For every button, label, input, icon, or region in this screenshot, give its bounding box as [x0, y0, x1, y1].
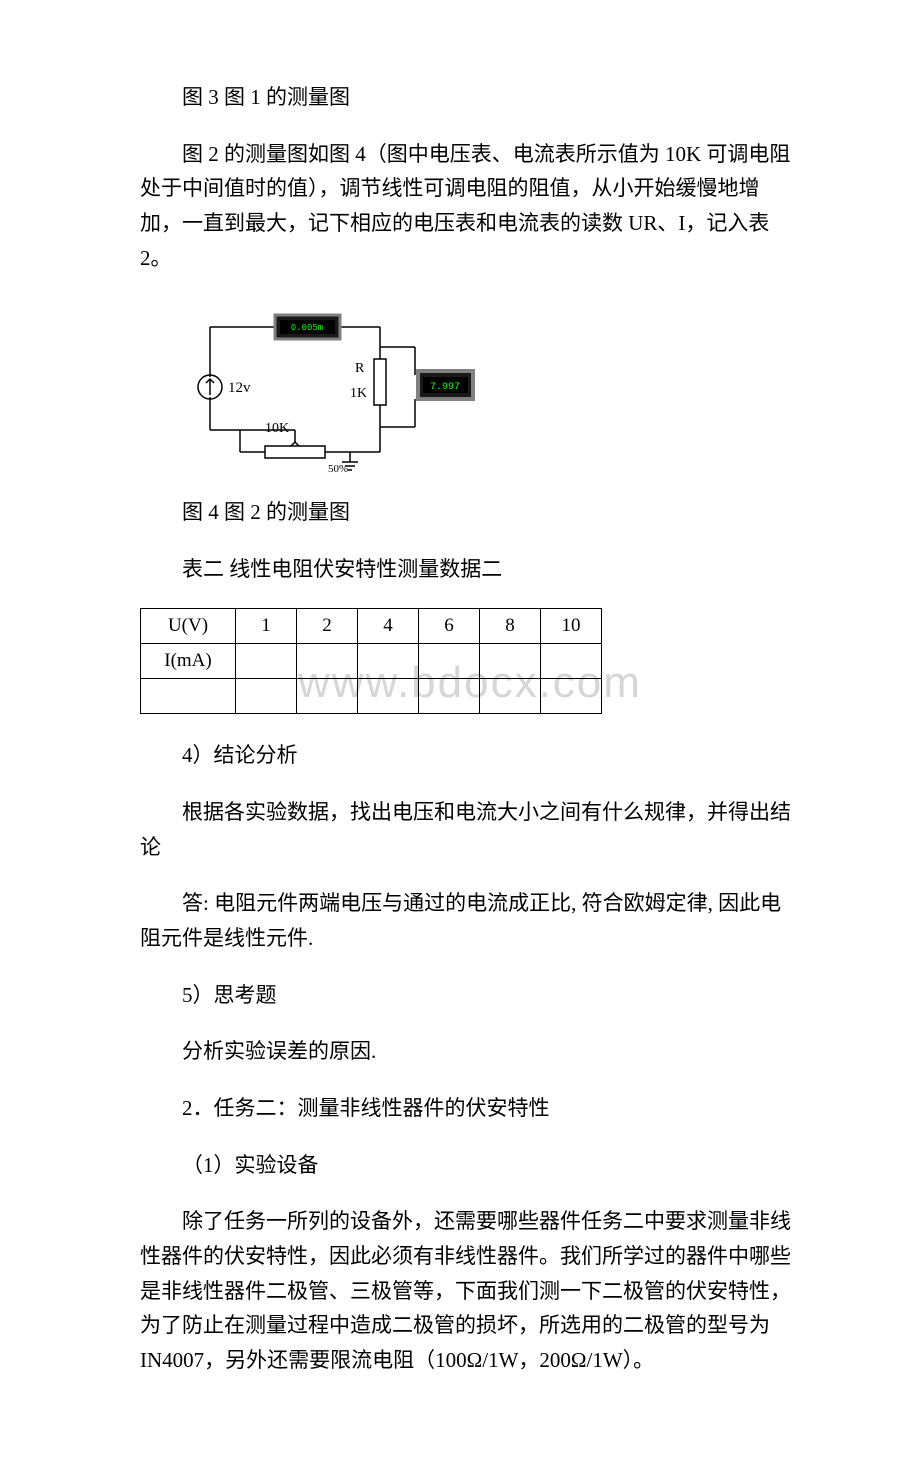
table2-r1c6 — [541, 679, 602, 714]
r-label-top: R — [355, 361, 365, 376]
fig3-caption: 图 3 图 1 的测量图 — [140, 80, 800, 115]
table2-r1c3 — [358, 679, 419, 714]
table2: U(V) 1 2 4 6 8 10 I(mA) — [140, 608, 602, 714]
table2-r0c1 — [236, 644, 297, 679]
r-label-bottom: 1K — [350, 386, 367, 401]
table-row — [141, 679, 602, 714]
table2-r0c3 — [358, 644, 419, 679]
table2-h3: 4 — [358, 609, 419, 644]
table2-r0c2 — [297, 644, 358, 679]
task-2-heading: 2．任务二：测量非线性器件的伏安特性 — [140, 1091, 800, 1126]
table2-title: 表二 线性电阻伏安特性测量数据二 — [140, 552, 800, 587]
table2-r0c4 — [419, 644, 480, 679]
pot-label: 10K — [265, 421, 289, 436]
table2-h4: 6 — [419, 609, 480, 644]
task-2-1-body: 除了任务一所列的设备外，还需要哪些器件任务二中要求测量非线性器件的伏安特性，因此… — [140, 1204, 800, 1377]
table2-r0c5 — [480, 644, 541, 679]
table2-h0: U(V) — [141, 609, 236, 644]
table2-r0c6 — [541, 644, 602, 679]
table2-h2: 2 — [297, 609, 358, 644]
pot-pct: 50% — [328, 463, 348, 475]
table-row: I(mA) — [141, 644, 602, 679]
table2-r1c1 — [236, 679, 297, 714]
voltmeter-reading: 7.997 — [430, 382, 460, 393]
table2-h5: 8 — [480, 609, 541, 644]
section-4-question: 根据各实验数据，找出电压和电流大小之间有什么规律，并得出结论 — [140, 795, 800, 864]
task-2-1-heading: （1）实验设备 — [140, 1148, 800, 1183]
table2-r1c5 — [480, 679, 541, 714]
section-5-question: 分析实验误差的原因. — [140, 1034, 800, 1069]
table2-h6: 10 — [541, 609, 602, 644]
section-5-heading: 5）思考题 — [140, 978, 800, 1013]
section-4-answer: 答: 电阻元件两端电压与通过的电流成正比, 符合欧姆定律, 因此电阻元件是线性元… — [140, 886, 800, 955]
fig4-caption: 图 4 图 2 的测量图 — [140, 495, 800, 530]
table2-h1: 1 — [236, 609, 297, 644]
table2-r1c4 — [419, 679, 480, 714]
table2-r1c2 — [297, 679, 358, 714]
circuit-diagram-fig4: 12v 0.005m 7.997 R 1K 10K 50% — [180, 297, 480, 477]
table2-r1c0 — [141, 679, 236, 714]
section-4-heading: 4）结论分析 — [140, 738, 800, 773]
source-label: 12v — [228, 380, 251, 396]
table2-r0c0: I(mA) — [141, 644, 236, 679]
ammeter-reading: 0.005m — [291, 323, 323, 333]
fig2-description: 图 2 的测量图如图 4（图中电压表、电流表所示值为 10K 可调电阻处于中间值… — [140, 137, 800, 276]
